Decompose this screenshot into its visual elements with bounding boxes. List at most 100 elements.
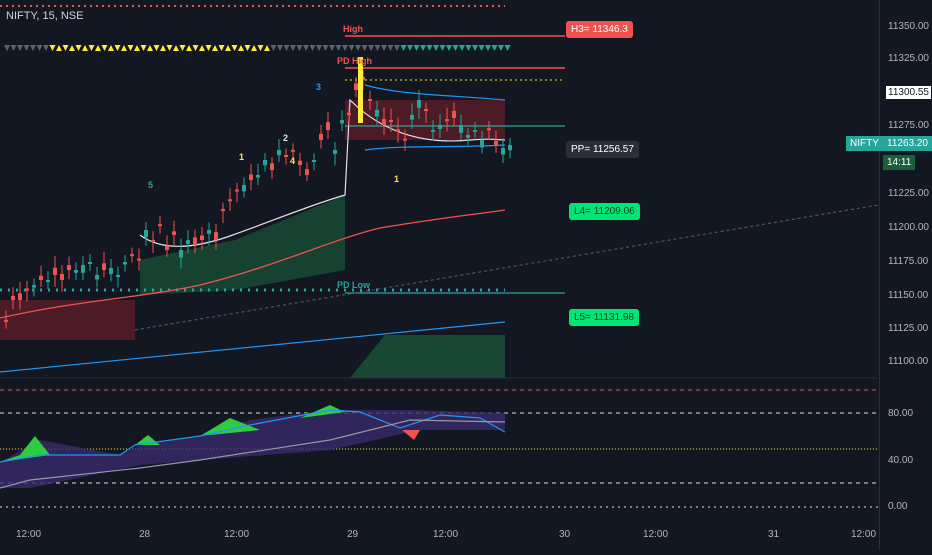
triangle-marker [121, 45, 127, 51]
osc-line-gray [0, 419, 506, 489]
candle-body [382, 118, 386, 125]
triangle-marker [446, 45, 452, 51]
triangle-marker [485, 45, 491, 51]
osc-tick: 0.00 [888, 501, 908, 512]
triangle-marker [400, 45, 407, 51]
candle-body [18, 293, 22, 300]
triangle-marker [290, 45, 296, 51]
triangle-marker [459, 45, 465, 51]
zone-green-1 [140, 240, 235, 295]
triangle-marker [296, 45, 303, 51]
candle-body [396, 129, 400, 132]
triangle-marker [361, 45, 368, 51]
candle-body [312, 160, 316, 162]
candle-body [74, 270, 78, 273]
candle-body [144, 230, 148, 238]
price-axis[interactable] [879, 0, 932, 550]
band-blue-lower [364, 144, 506, 151]
triangle-marker [342, 45, 348, 51]
candle-body [242, 185, 246, 192]
triangle-marker [498, 45, 504, 51]
triangle-marker [192, 45, 199, 51]
candle-body [438, 125, 442, 130]
triangle-marker [387, 45, 394, 51]
candle-body [46, 280, 50, 282]
candle-body [333, 150, 337, 154]
triangle-marker [17, 45, 23, 51]
tag-pp: PP= 11256.57 [566, 141, 639, 158]
wave-label-2-a: 2 [283, 133, 289, 143]
triangle-marker [218, 45, 225, 51]
candle-body [487, 128, 491, 131]
candle-body [277, 150, 281, 156]
triangle-marker [348, 45, 355, 51]
time-tick: 12:00 [851, 529, 877, 540]
candles [4, 70, 512, 329]
time-tick: 30 [559, 529, 571, 540]
candle-body [459, 125, 463, 133]
zone-red-right [345, 100, 505, 140]
triangle-marker [478, 45, 485, 51]
candle-body [445, 119, 449, 122]
tag-h3: H3= 11346.3 [566, 21, 633, 38]
triangle-marker [413, 45, 420, 51]
candle-body [410, 115, 414, 120]
candle-body [508, 145, 512, 151]
price-tick: 11175.00 [888, 256, 929, 267]
label-high: High [343, 24, 363, 34]
time-tick: 28 [139, 529, 151, 540]
zone-red-left [0, 300, 135, 340]
candle-body [116, 275, 120, 277]
triangle-marker [212, 45, 218, 51]
triangle-marker [368, 45, 374, 51]
candle-body [200, 235, 204, 240]
trend-line-blue [0, 321, 506, 373]
triangle-marker [49, 45, 56, 51]
triangle-marker [394, 45, 400, 51]
price-tick: 11150.00 [888, 290, 929, 301]
osc-tick: 40.00 [888, 455, 914, 466]
triangle-marker [225, 45, 231, 51]
triangle-marker [179, 45, 186, 51]
osc-line-blue [0, 409, 506, 463]
triangle-marker [56, 45, 62, 51]
candle-body [284, 154, 288, 157]
price-tick: 11125.00 [888, 323, 929, 334]
candle-body [81, 265, 85, 273]
candle-body [60, 273, 64, 280]
candle-body [375, 110, 379, 117]
triangle-marker [95, 45, 101, 51]
candle-body [340, 120, 344, 124]
candle-body [473, 130, 477, 132]
candle-body [452, 110, 456, 118]
candle-body [305, 169, 309, 175]
time-tick: 12:00 [16, 529, 42, 540]
wave-label-3: 3 [316, 82, 322, 92]
candle-body [291, 149, 295, 152]
triangle-marker [381, 45, 387, 51]
triangle-markers [4, 45, 511, 51]
candle-body [368, 99, 372, 102]
candle-body [165, 245, 169, 250]
candle-body [179, 250, 183, 258]
triangle-marker [452, 45, 459, 51]
candle-body [172, 231, 176, 235]
candle-body [298, 160, 302, 165]
candle-body [466, 135, 470, 138]
candle-body [32, 285, 36, 288]
time-tick: 12:00 [224, 529, 250, 540]
triangle-marker [270, 45, 277, 51]
triangle-marker [173, 45, 179, 51]
triangle-marker [153, 45, 160, 51]
triangle-marker [355, 45, 361, 51]
triangle-marker [433, 45, 439, 51]
triangle-marker [30, 45, 36, 51]
symbol-title: NIFTY, 15, NSE [6, 10, 84, 22]
tag-l4: L4= 11209.06 [569, 203, 640, 220]
time-tick: 29 [347, 529, 359, 540]
triangle-marker [322, 45, 329, 51]
candle-body [221, 209, 225, 212]
triangle-marker [88, 45, 95, 51]
candle-body [193, 237, 197, 245]
